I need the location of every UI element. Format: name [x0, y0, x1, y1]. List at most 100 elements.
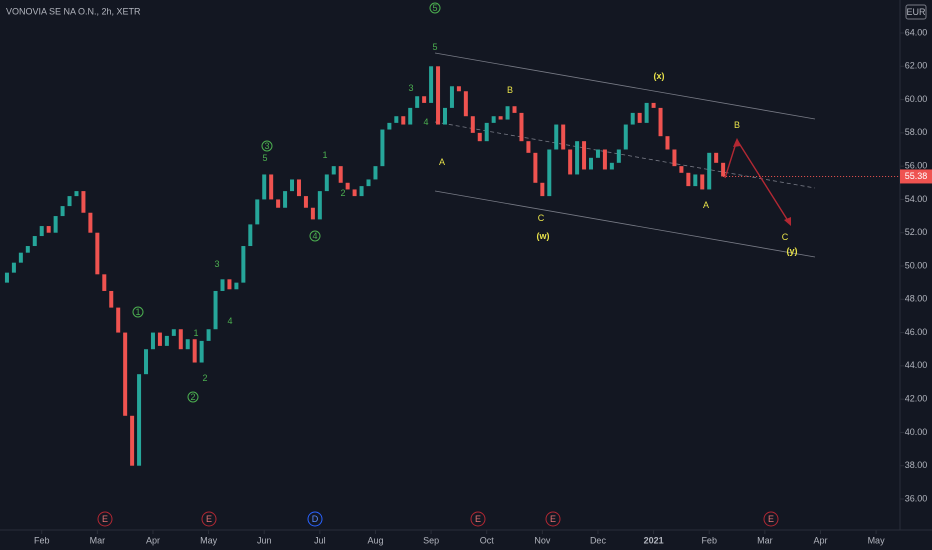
y-tick-label: 62.00 [905, 61, 928, 71]
event-marker [307, 511, 323, 527]
candle-body [25, 246, 30, 253]
candle-body [700, 174, 705, 190]
candle-body [714, 152, 719, 163]
candle-body [484, 122, 489, 142]
candle-body [116, 307, 121, 333]
wave-label: 3 [264, 141, 269, 151]
event-marker [763, 511, 779, 527]
channel-mid [434, 121, 816, 189]
candle-body [679, 166, 684, 173]
candle-body [276, 199, 281, 208]
candle-body [352, 189, 357, 197]
candle-body [547, 149, 552, 197]
arrow-head [733, 138, 741, 147]
candle-body [234, 282, 239, 290]
arrow-head [784, 217, 791, 226]
wave-label: 3 [408, 83, 413, 93]
candle-body [310, 207, 315, 220]
wave-label: (x) [654, 71, 665, 81]
wave-label: 1 [193, 328, 198, 338]
candle-body [39, 226, 44, 237]
wave-label: 4 [423, 117, 428, 127]
channel [434, 52, 816, 258]
event-label: E [550, 514, 556, 524]
candle-body [359, 186, 364, 197]
candle-body [109, 290, 114, 308]
candle-body [686, 172, 691, 187]
candle-body [658, 107, 663, 137]
candle-body [164, 335, 169, 346]
currency-box [905, 4, 927, 20]
wave-label: B [507, 85, 513, 95]
wave-circle [261, 140, 273, 152]
candle-body [67, 196, 72, 207]
candle-body [436, 66, 441, 125]
candle-body [102, 274, 107, 291]
wave-label: 1 [322, 150, 327, 160]
candle-body [178, 329, 183, 350]
candle-body [345, 182, 350, 190]
candle-body [394, 116, 399, 123]
candle-body [526, 141, 531, 153]
candle-body [568, 149, 573, 175]
x-tick-label: May [200, 535, 218, 545]
candle-body [589, 157, 594, 170]
candle-body [206, 329, 211, 341]
candle-body [637, 112, 642, 123]
event-label: E [102, 514, 108, 524]
candle-body [609, 162, 614, 170]
candle-body [137, 374, 142, 466]
candle-body [602, 149, 607, 170]
x-tick-label: 2021 [644, 535, 664, 545]
candle-body [651, 102, 656, 108]
y-tick-label: 60.00 [905, 94, 928, 104]
y-tick-label: 40.00 [905, 427, 928, 437]
candle-body [575, 141, 580, 175]
wave-label: 2 [340, 188, 345, 198]
candle-body [227, 279, 232, 290]
candle-body [18, 252, 23, 263]
candle-body [470, 116, 475, 133]
candle-body [672, 149, 677, 167]
event-marker [545, 511, 561, 527]
wave-label: 2 [190, 392, 195, 402]
candle-body [185, 339, 190, 350]
event-label: E [206, 514, 212, 524]
wave-label: 5 [432, 42, 437, 52]
candle-body [595, 149, 600, 158]
chart-title: VONOVIA SE NA O.N., 2h, XETR [6, 6, 141, 16]
candle-body [512, 106, 517, 113]
wave-label: 1 [135, 307, 140, 317]
wave-circle [429, 2, 441, 14]
candle-body [11, 262, 16, 273]
candle-body [171, 329, 176, 336]
event-label: D [312, 514, 319, 524]
candle-body [317, 191, 322, 220]
candle-body [130, 415, 135, 466]
channel-upper [434, 52, 816, 120]
channel-lower [434, 190, 816, 258]
candle-body [296, 179, 301, 197]
candle-body [422, 96, 427, 103]
candle-body [4, 272, 9, 283]
wave-circle [187, 391, 199, 403]
candle-body [123, 332, 128, 416]
y-tick-label: 54.00 [905, 194, 928, 204]
candle-body [81, 191, 86, 213]
last-price-label: 55.38 [905, 171, 928, 181]
x-tick-label: Nov [534, 535, 551, 545]
wave-label: (y) [787, 246, 798, 256]
wave-label: 2 [202, 373, 207, 383]
event-marker [201, 511, 217, 527]
candle-body [554, 124, 559, 150]
wave-label: 4 [312, 231, 317, 241]
candle-body [630, 112, 635, 125]
event-marker [97, 511, 113, 527]
candle-body [269, 174, 274, 200]
x-tick-label: Oct [480, 535, 495, 545]
candle-body [157, 332, 162, 346]
candle-body [53, 216, 58, 233]
candle-body [88, 212, 93, 233]
candle-body [456, 86, 461, 92]
